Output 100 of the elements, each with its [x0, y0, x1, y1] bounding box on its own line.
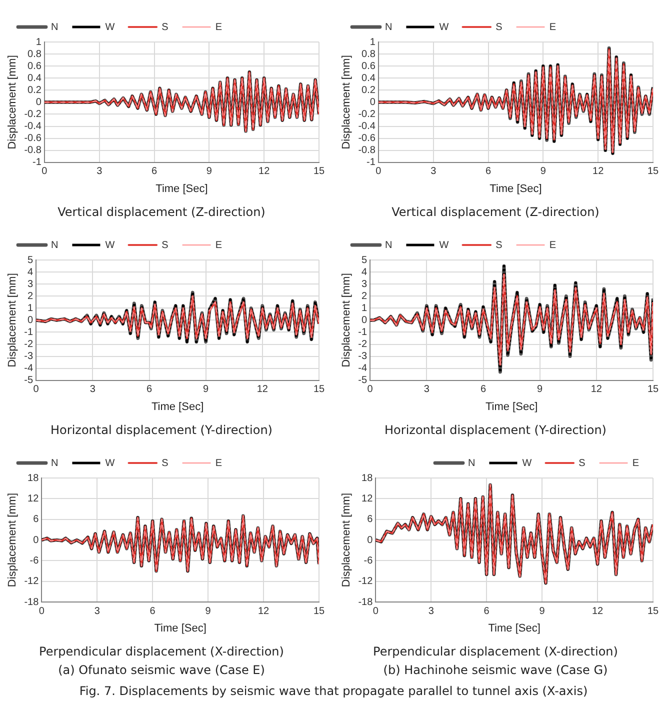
x-tick-label: 12 [258, 166, 270, 178]
y-tick-label: -12 [358, 576, 374, 588]
x-tick-label: 6 [480, 384, 486, 396]
x-tick-label: 15 [313, 606, 325, 617]
x-tick-label: 6 [150, 606, 156, 617]
x-axis-title: Time [Sec] [485, 401, 538, 414]
y-tick-label: 0 [36, 96, 42, 108]
x-tick-label: 12 [258, 606, 270, 617]
y-tick-label: 1 [370, 36, 376, 48]
y-tick-label: 0 [362, 314, 368, 326]
y-tick-label: -4 [358, 363, 368, 374]
y-tick-label: -2 [358, 339, 368, 350]
legend-label: W [522, 458, 532, 469]
y-tick-label: -2 [24, 339, 34, 350]
y-tick-label: -0.2 [358, 108, 376, 120]
x-tick-label: 15 [313, 166, 325, 178]
x-tick-label: 3 [94, 606, 100, 617]
x-tick-label: 9 [540, 166, 546, 178]
x-tick-label: 9 [203, 384, 210, 396]
legend-label: W [105, 240, 116, 251]
text: Horizontal displacement (Y-direction) [50, 422, 272, 437]
y-tick-label: 4 [28, 266, 34, 278]
x-tick-label: 15 [313, 384, 325, 396]
x-axis-title: Time [Sec] [151, 401, 204, 414]
x-tick-label: 6 [485, 166, 492, 178]
y-tick-label: -0.8 [24, 145, 42, 156]
y-tick-label: -1 [366, 157, 376, 168]
y-tick-label: 1 [36, 36, 42, 48]
y-tick-label: 18 [28, 472, 40, 484]
caption: Fig. 7. Displacements by seismic wave that propagate parallel to tunnel axis (X-axis) [78, 684, 589, 698]
legend-label: E [215, 22, 222, 33]
y-tick-label: -12 [24, 576, 40, 588]
y-tick-label: -0.6 [24, 133, 42, 144]
x-tick-label: 6 [146, 384, 152, 396]
y-axis-title: Displacement [mm] [6, 492, 19, 588]
y-tick-label: 0.8 [362, 48, 376, 60]
legend-label: E [632, 458, 640, 469]
legend-label: N [385, 22, 392, 33]
y-tick-label: -6 [364, 555, 374, 566]
legend-label: N [51, 458, 58, 469]
y-axis-title: Displacement [mm] [6, 273, 19, 368]
legend-label: E [215, 458, 222, 469]
text: Perpendicular displacement (X-direction) [373, 644, 618, 659]
y-axis-title: Displacement [mm] [340, 273, 353, 368]
text: (b) Hachinohe seismic wave (Case G) [383, 662, 608, 677]
x-tick-label: 9 [539, 606, 546, 617]
y-tick-label: -0.4 [358, 121, 376, 132]
y-tick-label: -18 [358, 596, 374, 608]
x-tick-label: 9 [537, 384, 544, 396]
x-axis-title: Time [Sec] [154, 622, 206, 635]
y-tick-label: 0 [370, 96, 376, 108]
legend-label: E [549, 240, 556, 251]
x-tick-label: 12 [592, 166, 604, 178]
y-tick-label: 5 [28, 254, 34, 266]
x-tick-label: 6 [151, 166, 158, 178]
x-tick-label: 3 [430, 166, 437, 178]
y-tick-label: 1 [362, 302, 368, 314]
x-tick-label: 15 [647, 384, 659, 396]
x-tick-label: 12 [256, 384, 268, 396]
legend-label: S [496, 240, 503, 251]
y-tick-label: -3 [358, 351, 368, 362]
x-tick-label: 12 [590, 384, 602, 396]
y-tick-label: -4 [24, 363, 34, 374]
x-tick-label: 15 [647, 606, 659, 617]
y-tick-label: 0.6 [362, 60, 376, 72]
legend-label: S [578, 458, 586, 469]
y-tick-label: -0.8 [358, 145, 376, 156]
text: (a) Ofunato seismic wave (Case E) [58, 662, 265, 677]
y-tick-label: 18 [362, 472, 374, 484]
text: Horizontal displacement (Y-direction) [384, 422, 606, 437]
y-tick-label: -18 [24, 596, 40, 608]
y-tick-label: 6 [33, 514, 40, 526]
legend-label: W [105, 458, 116, 469]
x-tick-label: 3 [424, 384, 430, 396]
y-tick-label: -3 [24, 351, 34, 362]
legend-label: S [162, 458, 169, 469]
x-tick-label: 12 [592, 606, 604, 617]
x-axis-title: Time [Sec] [156, 183, 208, 196]
legend-label: S [496, 22, 503, 33]
y-tick-label: 0.2 [28, 84, 42, 96]
y-axis-title: Displacement [mm] [340, 492, 353, 588]
legend-label: W [105, 22, 116, 33]
x-tick-label: 9 [205, 606, 212, 617]
y-tick-label: 0 [33, 534, 40, 546]
y-tick-label: 0.2 [362, 84, 376, 96]
x-axis-title: Time [Sec] [488, 622, 540, 635]
y-tick-label: -0.4 [24, 121, 42, 132]
y-tick-label: 4 [362, 266, 368, 278]
y-tick-label: -0.2 [24, 108, 42, 120]
y-tick-label: 0.4 [28, 72, 42, 84]
legend-label: S [162, 22, 169, 33]
x-tick-label: 9 [206, 166, 212, 178]
y-tick-label: -6 [30, 555, 40, 566]
y-tick-label: 2 [28, 290, 34, 302]
y-tick-label: 12 [28, 493, 40, 504]
legend-label: W [439, 22, 450, 33]
x-tick-label: 3 [428, 606, 434, 617]
y-tick-label: -0.6 [358, 133, 376, 144]
y-tick-label: 0 [28, 314, 34, 326]
x-tick-label: 3 [90, 384, 96, 396]
